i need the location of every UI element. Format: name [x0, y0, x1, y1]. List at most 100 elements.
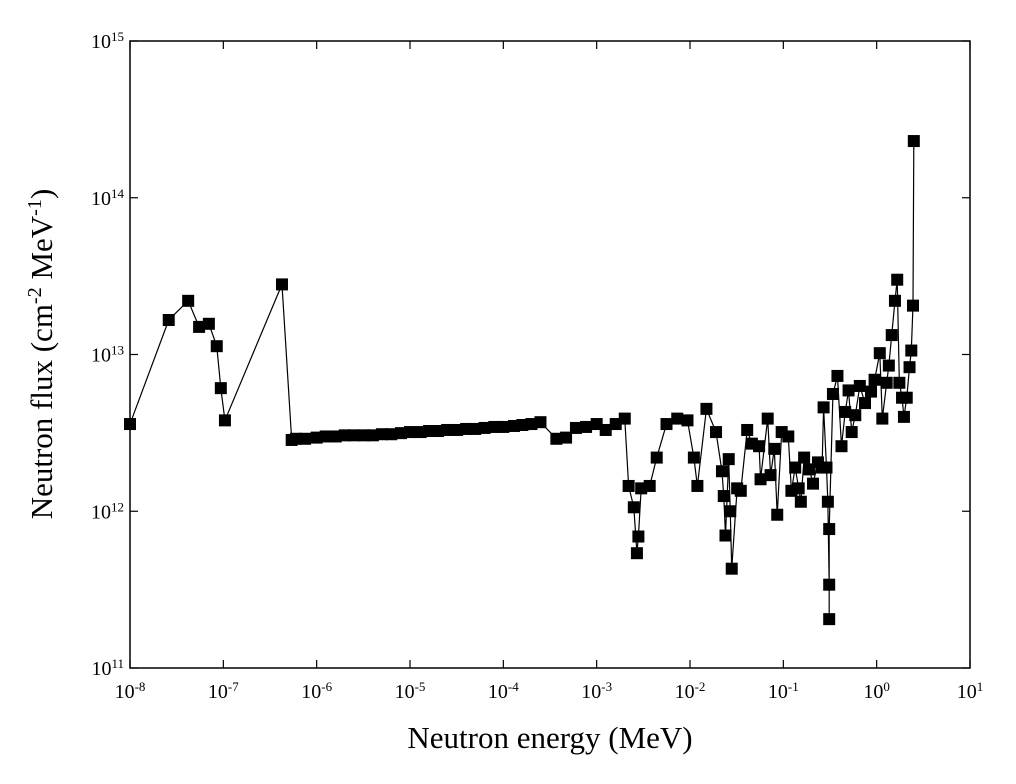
y-axis-title: Neutron flux (cm-2 MeV-1) [24, 189, 59, 520]
data-point [590, 418, 603, 431]
data-point [423, 425, 436, 438]
data-point [821, 495, 834, 508]
data-point [460, 422, 473, 435]
data-point [366, 429, 379, 442]
data-point [868, 373, 881, 386]
data-point [891, 273, 904, 286]
data-point [599, 423, 612, 436]
data-point [771, 508, 784, 521]
x-tick-label: 10-3 [581, 679, 612, 704]
data-point [906, 299, 919, 312]
data-point [632, 530, 645, 543]
plot-frame [129, 40, 971, 669]
data-point [761, 412, 774, 425]
data-point [404, 426, 416, 439]
data-point [432, 425, 445, 438]
data-point [859, 397, 872, 410]
y-tick-label: 1015 [91, 29, 124, 54]
data-point [865, 385, 878, 398]
data-point [534, 416, 547, 429]
data-point [202, 317, 215, 330]
data-point [835, 440, 848, 453]
data-point [724, 505, 737, 518]
data-point [826, 387, 839, 400]
data-point [842, 384, 855, 397]
data-line [129, 141, 915, 620]
data-point [643, 479, 656, 492]
data-point [275, 278, 288, 291]
data-point [880, 376, 893, 389]
x-tick-label: 10-1 [768, 679, 799, 704]
data-point [299, 432, 312, 445]
data-point [618, 412, 631, 425]
data-point [394, 427, 407, 440]
data-point [497, 420, 510, 433]
data-point [687, 451, 700, 464]
data-point [789, 461, 802, 474]
data-point [569, 421, 582, 434]
data-point [310, 431, 323, 444]
data-point [630, 547, 643, 560]
data-point [807, 477, 820, 490]
data-point [560, 431, 573, 444]
data-point [622, 479, 635, 492]
data-point [722, 453, 735, 466]
y-tick-label: 1012 [91, 499, 124, 524]
data-point [719, 529, 732, 542]
data-point [218, 414, 231, 427]
x-tick-label: 10-4 [488, 679, 519, 704]
data-point [525, 418, 538, 431]
data-point [507, 419, 520, 432]
data-point [754, 473, 767, 486]
data-point [798, 451, 811, 464]
x-tick-label: 101 [957, 679, 984, 704]
data-point [820, 461, 833, 474]
x-tick-label: 10-5 [395, 679, 426, 704]
data-point [903, 361, 916, 374]
data-point [700, 402, 713, 415]
x-tick-label: 10-7 [208, 679, 239, 704]
data-point [550, 432, 563, 445]
data-point [823, 613, 836, 626]
data-point [823, 578, 836, 591]
data-point [319, 430, 332, 443]
data-point [741, 423, 754, 436]
data-point [691, 479, 704, 492]
data-point [873, 347, 886, 360]
data-point [710, 426, 723, 439]
data-point [478, 421, 491, 434]
data-point [627, 501, 640, 514]
data-point [609, 418, 622, 431]
data-point [182, 294, 195, 307]
data-point [725, 562, 738, 575]
data-point [768, 442, 781, 455]
data-point [905, 344, 918, 357]
data-point [516, 419, 529, 432]
data-point [897, 410, 910, 423]
data-point [385, 428, 398, 441]
data-point [885, 329, 898, 342]
data-point [792, 482, 805, 495]
data-point [193, 320, 206, 333]
data-point [580, 420, 593, 433]
data-point [882, 359, 895, 372]
data-point [681, 414, 694, 427]
y-tick-label: 1014 [91, 185, 125, 210]
data-point [717, 490, 730, 503]
data-point [357, 429, 370, 442]
y-tick-label: 1011 [91, 656, 124, 681]
data-point [817, 401, 830, 414]
data-point [764, 469, 777, 482]
data-point [650, 451, 663, 464]
x-tick-label: 10-2 [675, 679, 706, 704]
data-point [660, 418, 673, 431]
data-point [893, 376, 906, 389]
data-point [831, 369, 844, 382]
data-point [853, 379, 866, 392]
data-point [214, 382, 227, 395]
data-point [488, 420, 501, 433]
data-point [907, 135, 920, 148]
data-point [782, 430, 795, 443]
data-point [329, 430, 342, 443]
